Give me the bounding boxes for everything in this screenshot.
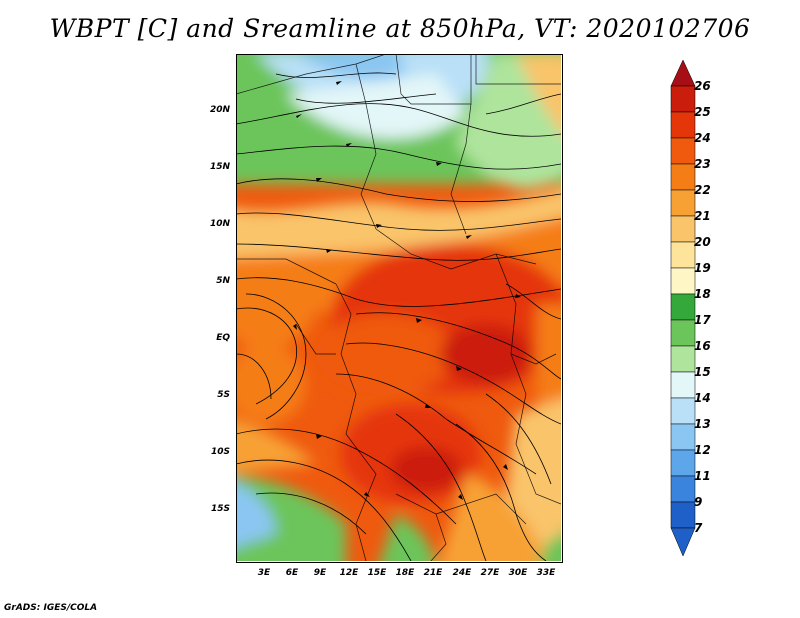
colorbar-swatch-12 [670,423,696,451]
lon-label-6e: 6E [285,568,299,578]
colorbar-label-7: 7 [694,521,703,535]
colorbar-swatch-16 [670,319,696,347]
colorbar-label-22: 22 [694,183,711,197]
colorbar-swatch-22 [670,163,696,191]
lon-label-21e: 21E [423,568,443,578]
colorbar-label-25: 25 [694,105,711,119]
colorbar-label-21: 21 [694,209,711,223]
colorbar-label-13: 13 [694,417,711,431]
lon-label-30e: 30E [508,568,528,578]
lon-label-15e: 15E [367,568,387,578]
grads-credit: GrADS: IGES/COLA [4,603,98,613]
colorbar-swatch-18 [670,267,696,295]
lon-label-33e: 33E [536,568,556,578]
colorbar-cap-top [670,59,696,87]
colorbar-swatch-7 [670,501,696,529]
colorbar-swatch-14 [670,371,696,399]
colorbar-swatch-25 [670,85,696,113]
lat-label-eq: EQ [216,333,230,343]
colorbar-label-19: 19 [694,261,711,275]
lat-label-15n: 15N [209,162,230,172]
colorbar-label-16: 16 [694,339,711,353]
colorbar-label-11: 11 [694,469,711,483]
colorbar-label-14: 14 [694,391,711,405]
colorbar [670,58,696,558]
lat-label-5s: 5S [217,390,230,400]
colorbar-label-15: 15 [694,365,711,379]
colorbar-label-9: 9 [694,495,703,509]
lat-label-10s: 10S [210,447,230,457]
colorbar-swatch-21 [670,189,696,217]
colorbar-label-12: 12 [694,443,711,457]
colorbar-label-26: 26 [694,79,711,93]
colorbar-label-20: 20 [694,235,711,249]
lon-label-24e: 24E [452,568,472,578]
lon-label-27e: 27E [480,568,500,578]
colorbar-label-18: 18 [694,287,711,301]
lon-label-9e: 9E [313,568,327,578]
colorbar-cap-bottom [670,527,696,557]
lat-label-15s: 15S [210,504,230,514]
colorbar-swatch-19 [670,241,696,269]
colorbar-label-23: 23 [694,157,711,171]
colorbar-swatch-20 [670,215,696,243]
colorbar-swatch-23 [670,137,696,165]
colorbar-swatch-13 [670,397,696,425]
lat-label-10n: 10N [209,219,230,229]
colorbar-swatch-9 [670,475,696,503]
lat-label-20n: 20N [209,105,230,115]
lat-label-5n: 5N [216,276,230,286]
colorbar-label-17: 17 [694,313,711,327]
colorbar-swatch-24 [670,111,696,139]
colorbar-label-24: 24 [694,131,711,145]
lon-label-12e: 12E [339,568,359,578]
colorbar-swatch-15 [670,345,696,373]
map-title: WBPT [C] and Sreamline at 850hPa, VT: 20… [49,14,751,43]
colorbar-swatch-17 [670,293,696,321]
colorbar-swatch-11 [670,449,696,477]
lon-label-18e: 18E [395,568,415,578]
lon-label-3e: 3E [257,568,271,578]
map-plot-area [236,54,563,563]
